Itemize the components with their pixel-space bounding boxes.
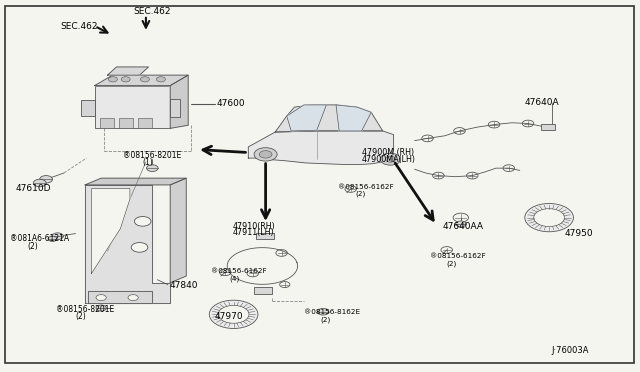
Polygon shape bbox=[85, 178, 186, 185]
Polygon shape bbox=[108, 67, 148, 75]
Text: 47640AA: 47640AA bbox=[443, 222, 484, 231]
Polygon shape bbox=[336, 105, 371, 131]
Text: (2): (2) bbox=[27, 242, 38, 251]
Text: SEC.462: SEC.462 bbox=[61, 22, 99, 31]
Text: 47840: 47840 bbox=[170, 281, 198, 290]
Circle shape bbox=[209, 300, 258, 328]
Text: SEC.462: SEC.462 bbox=[133, 7, 171, 16]
Text: 47640A: 47640A bbox=[525, 98, 559, 107]
Text: ®08156-8201E: ®08156-8201E bbox=[56, 305, 115, 314]
Circle shape bbox=[96, 305, 106, 311]
Circle shape bbox=[525, 203, 573, 232]
Text: ®08156-8201E: ®08156-8201E bbox=[123, 151, 181, 160]
Text: ®081A6-6121A: ®081A6-6121A bbox=[10, 234, 68, 243]
Text: (2): (2) bbox=[447, 260, 457, 267]
Bar bbox=[81, 100, 95, 116]
Text: (2): (2) bbox=[76, 312, 86, 321]
Text: (2): (2) bbox=[355, 191, 365, 198]
Circle shape bbox=[156, 77, 165, 82]
Circle shape bbox=[131, 243, 148, 252]
Circle shape bbox=[218, 305, 249, 323]
Circle shape bbox=[317, 308, 329, 315]
Text: 47900M (RH): 47900M (RH) bbox=[362, 148, 413, 157]
Circle shape bbox=[380, 153, 401, 165]
Circle shape bbox=[147, 165, 158, 171]
Polygon shape bbox=[92, 189, 130, 273]
Bar bbox=[170, 99, 180, 117]
Circle shape bbox=[108, 77, 117, 82]
Text: (2): (2) bbox=[320, 317, 330, 323]
Polygon shape bbox=[95, 75, 188, 86]
Bar bbox=[100, 118, 114, 128]
Bar bbox=[256, 232, 274, 239]
Polygon shape bbox=[287, 105, 326, 131]
Circle shape bbox=[259, 151, 272, 158]
Bar bbox=[541, 124, 555, 130]
Text: 47911(LH): 47911(LH) bbox=[232, 228, 274, 237]
Text: 47600: 47600 bbox=[217, 99, 246, 108]
Polygon shape bbox=[85, 185, 170, 303]
Text: ®08156-6162F: ®08156-6162F bbox=[211, 268, 267, 274]
Bar bbox=[119, 118, 133, 128]
Polygon shape bbox=[170, 178, 186, 283]
Polygon shape bbox=[88, 291, 152, 303]
Circle shape bbox=[456, 221, 466, 227]
Text: ®08156-8162E: ®08156-8162E bbox=[304, 310, 360, 315]
Circle shape bbox=[48, 236, 57, 241]
Text: 47610D: 47610D bbox=[16, 185, 51, 193]
Text: (1): (1) bbox=[142, 158, 153, 167]
Bar bbox=[254, 287, 272, 294]
Polygon shape bbox=[170, 75, 188, 128]
Text: ®08156-6162F: ®08156-6162F bbox=[338, 184, 394, 190]
Circle shape bbox=[140, 77, 149, 82]
Circle shape bbox=[96, 295, 106, 301]
Text: 47970: 47970 bbox=[214, 312, 243, 321]
Circle shape bbox=[121, 77, 130, 82]
Text: ®08156-6162F: ®08156-6162F bbox=[430, 253, 486, 259]
Circle shape bbox=[128, 295, 138, 301]
Text: (4): (4) bbox=[229, 275, 239, 282]
Circle shape bbox=[52, 233, 63, 240]
Text: 47900MA(LH): 47900MA(LH) bbox=[362, 155, 415, 164]
Circle shape bbox=[33, 179, 46, 187]
Circle shape bbox=[40, 176, 52, 183]
Circle shape bbox=[254, 148, 277, 161]
Text: 47910(RH): 47910(RH) bbox=[232, 222, 275, 231]
Circle shape bbox=[534, 209, 564, 227]
Circle shape bbox=[385, 156, 396, 162]
Circle shape bbox=[134, 217, 151, 226]
Text: 47950: 47950 bbox=[564, 229, 593, 238]
Bar bbox=[95, 86, 170, 128]
Polygon shape bbox=[248, 131, 394, 164]
Bar bbox=[138, 118, 152, 128]
Polygon shape bbox=[275, 105, 383, 132]
Text: J·76003A: J·76003A bbox=[552, 346, 589, 355]
